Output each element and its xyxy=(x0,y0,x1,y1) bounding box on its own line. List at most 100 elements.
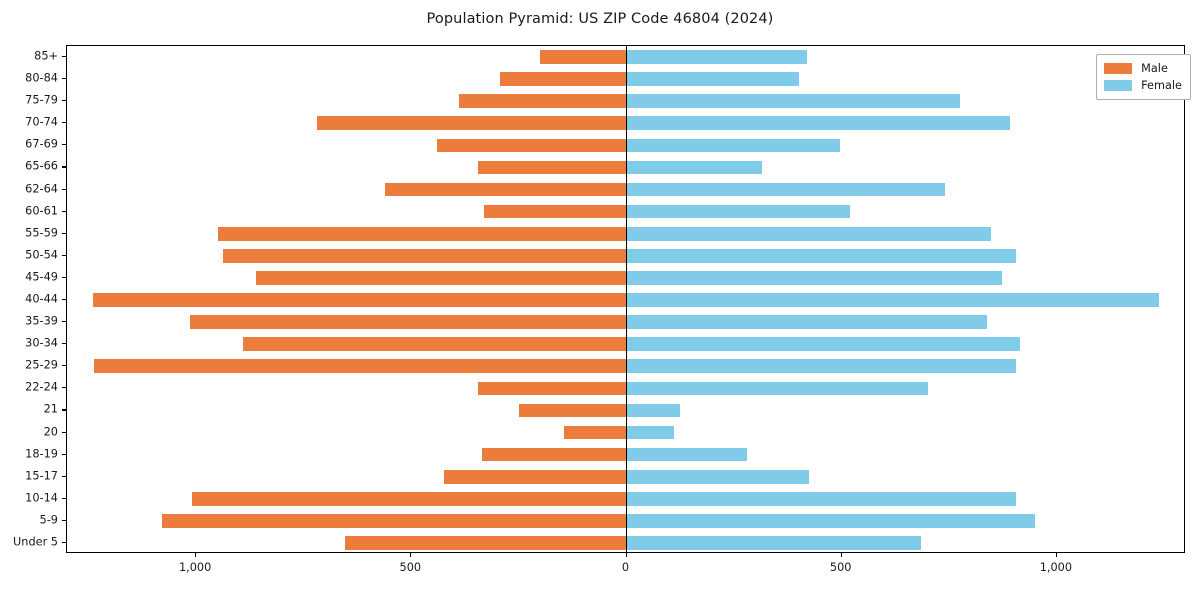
bar-row xyxy=(67,381,1184,396)
y-axis-tick-label: 40-44 xyxy=(25,292,58,306)
bar-male xyxy=(256,271,627,285)
y-axis-tick-label: 80-84 xyxy=(25,71,58,85)
y-axis-tick-label: Under 5 xyxy=(13,535,58,549)
y-axis-tick-mark xyxy=(62,475,66,477)
x-axis-tick-mark xyxy=(1055,553,1057,557)
bar-male xyxy=(189,315,627,329)
zero-axis-line xyxy=(625,46,628,552)
bar-male xyxy=(518,403,627,418)
y-axis-tick-mark xyxy=(62,100,66,102)
bar-female xyxy=(626,403,681,418)
y-axis-tick-mark xyxy=(62,188,66,190)
bar-row xyxy=(67,182,1184,197)
bar-row xyxy=(67,226,1184,241)
bar-male xyxy=(478,381,627,396)
y-axis-tick-label: 85+ xyxy=(34,49,58,63)
x-axis-tick-label: 0 xyxy=(621,561,630,574)
bar-male xyxy=(437,138,627,153)
plot-area xyxy=(66,45,1185,553)
y-axis-tick-mark xyxy=(62,343,66,345)
y-axis-tick-label: 55-59 xyxy=(25,226,58,240)
bar-female xyxy=(626,359,1016,374)
y-axis-tick-mark xyxy=(62,122,66,124)
bar-male xyxy=(191,491,627,506)
y-axis-tick-label: 35-39 xyxy=(25,314,58,328)
bar-row xyxy=(67,50,1184,64)
y-axis-tick-mark xyxy=(62,210,66,212)
bar-male xyxy=(458,94,627,109)
bar-female xyxy=(626,160,763,175)
page-title: Population Pyramid: US ZIP Code 46804 (2… xyxy=(426,11,774,27)
y-axis-tick-mark xyxy=(62,78,66,80)
y-axis-tick-mark xyxy=(62,365,66,367)
y-axis-tick-mark xyxy=(62,299,66,301)
y-axis-tick-mark xyxy=(62,541,66,544)
y-axis-tick-label: 30-34 xyxy=(25,336,58,350)
bar-female xyxy=(626,425,674,440)
bar-male xyxy=(222,248,627,263)
bar-female xyxy=(626,72,799,86)
bar-female xyxy=(626,248,1016,263)
bars-layer xyxy=(67,46,1184,552)
bar-male xyxy=(478,160,627,175)
bar-male xyxy=(92,293,627,307)
bar-male xyxy=(482,447,627,462)
y-axis-tick-mark xyxy=(62,409,66,411)
bar-male xyxy=(499,72,627,86)
bar-female xyxy=(626,182,945,197)
bar-row xyxy=(67,138,1184,153)
legend-entry-female[interactable]: Female xyxy=(1104,77,1182,94)
legend-label: Male xyxy=(1141,62,1168,75)
y-axis-tick-mark xyxy=(62,276,66,278)
x-axis-tick-label: 500 xyxy=(399,561,422,574)
y-axis-tick-label: 60-61 xyxy=(25,203,58,217)
y-axis-tick-label: 25-29 xyxy=(25,358,58,372)
y-axis-tick-mark xyxy=(62,387,66,389)
y-axis-tick-label: 45-49 xyxy=(25,270,58,284)
y-axis-tick-mark xyxy=(62,232,66,234)
bar-female xyxy=(626,138,840,153)
bar-female xyxy=(626,226,992,241)
y-axis-tick-label: 15-17 xyxy=(25,469,58,483)
bar-female xyxy=(626,315,988,329)
y-axis-tick-mark xyxy=(62,453,66,455)
bar-male xyxy=(316,116,627,131)
x-axis-tick-label: 500 xyxy=(829,561,852,574)
bar-row xyxy=(67,116,1184,131)
bar-female xyxy=(626,271,1002,285)
bar-male xyxy=(564,425,627,440)
y-axis-tick-mark xyxy=(62,56,66,58)
y-axis-tick-label: 70-74 xyxy=(25,115,58,129)
bar-row xyxy=(67,536,1184,550)
bar-row xyxy=(67,72,1184,86)
bar-row xyxy=(67,425,1184,440)
bar-row xyxy=(67,293,1184,307)
x-axis-tick-mark xyxy=(195,553,197,557)
bar-female xyxy=(626,536,922,550)
y-axis-tick-label: 75-79 xyxy=(25,93,58,107)
y-axis-tick-label: 22-24 xyxy=(25,380,58,394)
bar-female xyxy=(626,293,1160,307)
bar-male xyxy=(385,182,627,197)
legend-entry-male[interactable]: Male xyxy=(1104,60,1182,77)
bar-row xyxy=(67,469,1184,484)
bar-row xyxy=(67,403,1184,418)
bar-male xyxy=(540,50,627,64)
x-axis-tick-label: 1,000 xyxy=(1039,561,1073,574)
y-axis-tick-mark xyxy=(62,166,66,168)
bar-male xyxy=(243,337,627,351)
y-axis-tick-label: 21 xyxy=(43,402,58,416)
legend-label: Female xyxy=(1141,79,1182,92)
legend-swatch-icon xyxy=(1104,80,1133,91)
bar-male xyxy=(484,204,627,219)
y-axis-tick-mark xyxy=(62,144,66,146)
x-axis-tick-mark xyxy=(625,553,627,557)
x-axis-tick-mark xyxy=(840,553,842,557)
y-axis-ticks xyxy=(0,45,70,553)
bar-female xyxy=(626,514,1036,528)
y-axis-tick-label: 62-64 xyxy=(25,181,58,195)
x-axis-ticks: 1,000 500 0 500 1,000 xyxy=(66,553,1185,593)
bar-row xyxy=(67,271,1184,285)
bar-female xyxy=(626,50,808,64)
